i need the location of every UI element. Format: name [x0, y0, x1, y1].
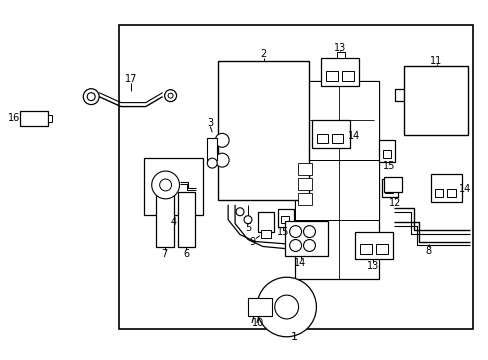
- Bar: [277, 209, 293, 227]
- Text: 13: 13: [366, 261, 378, 271]
- Bar: [383, 177, 401, 192]
- Text: 14: 14: [458, 184, 470, 194]
- Text: 11: 11: [429, 56, 442, 66]
- Circle shape: [215, 133, 229, 147]
- Bar: [381, 179, 397, 197]
- Circle shape: [164, 90, 176, 102]
- Bar: [354, 231, 392, 260]
- Bar: [382, 150, 390, 158]
- Circle shape: [207, 158, 217, 168]
- Bar: [119, 25, 472, 329]
- Circle shape: [160, 179, 171, 191]
- Bar: [342, 71, 353, 81]
- Bar: [434, 189, 443, 197]
- Text: 8: 8: [425, 247, 431, 256]
- Bar: [359, 244, 371, 255]
- Bar: [384, 186, 392, 193]
- Text: 2: 2: [260, 49, 266, 59]
- Bar: [332, 134, 343, 143]
- Bar: [247, 298, 271, 316]
- Text: 9: 9: [248, 237, 254, 247]
- Bar: [294, 160, 378, 220]
- Circle shape: [289, 239, 301, 251]
- Circle shape: [256, 277, 316, 337]
- Text: 4: 4: [170, 217, 176, 227]
- Bar: [297, 163, 312, 175]
- Bar: [317, 134, 327, 143]
- Text: 5: 5: [244, 222, 250, 233]
- Bar: [257, 212, 273, 231]
- Circle shape: [244, 216, 251, 224]
- Bar: [284, 221, 327, 256]
- Text: 3: 3: [207, 118, 213, 129]
- Circle shape: [87, 93, 95, 100]
- Bar: [325, 71, 338, 81]
- Bar: [47, 114, 52, 122]
- Circle shape: [83, 89, 99, 105]
- Circle shape: [215, 153, 229, 167]
- Text: 12: 12: [388, 198, 400, 208]
- Bar: [337, 52, 345, 58]
- Text: 13: 13: [333, 43, 346, 53]
- Text: 10: 10: [251, 318, 264, 328]
- Bar: [260, 230, 270, 238]
- Bar: [207, 138, 217, 160]
- Text: 16: 16: [8, 113, 20, 123]
- Bar: [294, 81, 378, 279]
- Text: 14: 14: [347, 131, 360, 141]
- Circle shape: [151, 171, 179, 199]
- Bar: [280, 216, 288, 223]
- Bar: [20, 111, 47, 126]
- Circle shape: [303, 226, 315, 238]
- Bar: [312, 121, 349, 148]
- Bar: [378, 140, 394, 162]
- Bar: [218, 61, 309, 200]
- Bar: [143, 158, 203, 215]
- Bar: [294, 81, 378, 160]
- Text: 6: 6: [183, 249, 189, 260]
- Text: 17: 17: [124, 74, 137, 84]
- Bar: [375, 244, 387, 255]
- Bar: [297, 193, 312, 205]
- Bar: [429, 174, 461, 202]
- Text: 15: 15: [276, 226, 288, 237]
- Circle shape: [236, 208, 244, 216]
- Text: 7: 7: [161, 249, 167, 260]
- Bar: [297, 178, 312, 190]
- Circle shape: [274, 295, 298, 319]
- Text: 1: 1: [290, 332, 298, 342]
- Bar: [177, 192, 195, 247]
- Circle shape: [303, 239, 315, 251]
- Text: 14: 14: [294, 258, 306, 268]
- Bar: [155, 192, 173, 247]
- Circle shape: [168, 93, 173, 98]
- Bar: [447, 189, 455, 197]
- Bar: [321, 58, 358, 86]
- Bar: [403, 66, 468, 135]
- Text: 15: 15: [382, 161, 394, 171]
- Circle shape: [289, 226, 301, 238]
